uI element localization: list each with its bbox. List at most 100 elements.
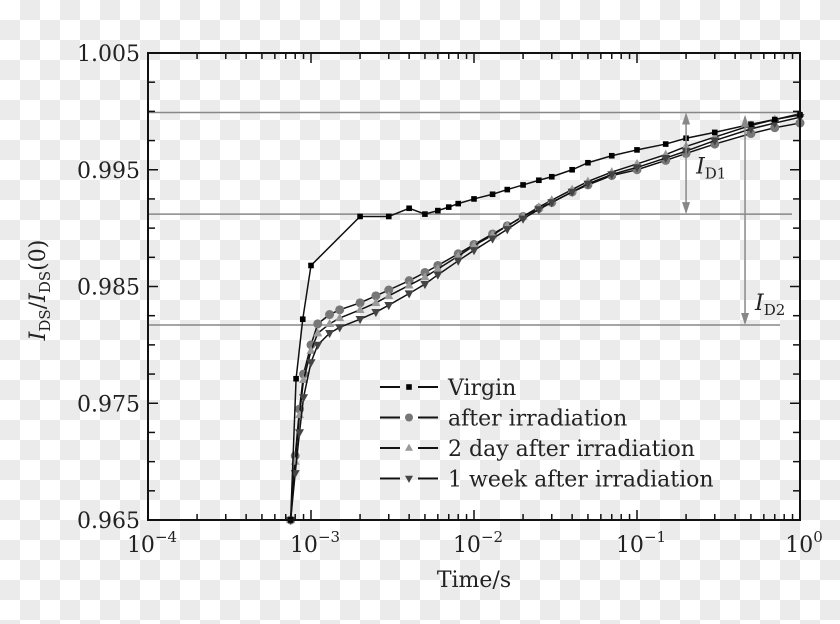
marker-triangle-down xyxy=(607,171,617,180)
marker-square xyxy=(406,384,412,390)
marker-triangle-down xyxy=(433,271,443,280)
marker-square xyxy=(471,196,477,202)
marker-triangle-up xyxy=(420,272,430,281)
marker-circle xyxy=(335,305,345,315)
marker-triangle-up xyxy=(325,318,335,328)
series-1-week-after-irradiation xyxy=(286,114,805,525)
marker-triangle-down xyxy=(355,316,365,325)
marker-triangle-down xyxy=(502,226,512,235)
marker-triangle-up xyxy=(335,313,345,322)
x-tick-label: 10−2 xyxy=(453,528,503,558)
marker-square xyxy=(771,116,778,123)
marker-square xyxy=(455,200,462,207)
marker-triangle-down xyxy=(661,154,671,164)
marker-square xyxy=(435,207,441,214)
arrow-head-up xyxy=(741,114,750,127)
marker-triangle-up xyxy=(355,304,365,313)
annotations: ID1 ID2 xyxy=(682,112,785,326)
marker-square xyxy=(504,186,511,193)
legend-item: 2 day after irradiation xyxy=(380,437,695,462)
legend-label: 1 week after irradiation xyxy=(448,468,714,493)
marker-triangle-down xyxy=(488,235,498,244)
marker-triangle-up xyxy=(405,443,413,451)
legend-label: Virgin xyxy=(447,376,516,401)
marker-triangle-down xyxy=(453,257,463,266)
marker-triangle-down xyxy=(299,394,309,403)
marker-square xyxy=(520,182,526,188)
x-axis-label: Time/s xyxy=(437,568,511,593)
marker-square xyxy=(406,205,412,212)
arrow-head-down xyxy=(682,202,691,215)
arrow-head-up xyxy=(682,112,691,125)
marker-triangle-down xyxy=(534,206,544,215)
axis-ticks xyxy=(147,52,800,521)
marker-triangle-down xyxy=(306,359,316,368)
marker-circle xyxy=(405,413,413,422)
series-layer xyxy=(286,108,805,525)
marker-square xyxy=(308,262,314,269)
marker-square xyxy=(711,129,718,136)
marker-square xyxy=(445,204,452,210)
marker-circle xyxy=(355,298,365,308)
y-tick-label: 1.005 xyxy=(77,42,140,67)
legend-item: after irradiation xyxy=(380,407,627,432)
marker-triangle-up xyxy=(371,297,381,306)
legend-label: after irradiation xyxy=(448,407,627,432)
marker-triangle-up xyxy=(384,290,394,299)
marker-triangle-down xyxy=(371,309,381,318)
x-tick-label: 10−1 xyxy=(616,528,666,558)
marker-square xyxy=(489,191,496,198)
series-after-irradiation xyxy=(286,118,805,525)
marker-triangle-up xyxy=(404,280,414,289)
y-tick-label: 0.985 xyxy=(77,276,140,301)
marker-square xyxy=(536,177,542,184)
marker-triangle-up xyxy=(313,328,323,337)
marker-square xyxy=(299,316,306,322)
marker-square xyxy=(385,213,392,220)
marker-triangle-down xyxy=(325,330,335,339)
marker-triangle-down xyxy=(710,137,720,146)
y-tick-label: 0.975 xyxy=(77,392,140,417)
marker-triangle-down xyxy=(405,475,413,483)
y-tick-label: 0.965 xyxy=(77,509,140,534)
marker-triangle-down xyxy=(384,302,394,311)
y-axis-label: IDS/IDS(0) xyxy=(26,240,54,342)
x-tick-label: 10−4 xyxy=(127,528,177,558)
marker-square xyxy=(585,159,591,166)
annotation-d1: ID1 xyxy=(682,112,726,215)
marker-square xyxy=(634,147,640,153)
marker-square xyxy=(548,173,555,180)
marker-triangle-down xyxy=(294,429,304,438)
marker-square xyxy=(569,166,575,173)
marker-square xyxy=(608,152,615,159)
marker-triangle-down xyxy=(518,215,528,224)
x-tick-label: 10−3 xyxy=(290,528,340,558)
reference-lines xyxy=(148,111,800,326)
marker-triangle-down xyxy=(404,290,414,299)
marker-circle xyxy=(384,285,394,295)
legend-item: 1 week after irradiation xyxy=(380,468,714,493)
marker-square xyxy=(662,141,669,147)
arrow-head-down xyxy=(741,313,750,326)
legend-label: 2 day after irradiation xyxy=(448,437,695,462)
series-virgin xyxy=(287,112,803,523)
x-tick-label: 100 xyxy=(785,528,823,558)
legend-item: Virgin xyxy=(380,376,516,401)
marker-triangle-up xyxy=(453,251,463,260)
marker-triangle-down xyxy=(567,188,577,197)
marker-square xyxy=(293,375,299,382)
marker-triangle-up xyxy=(299,374,309,384)
marker-square xyxy=(748,121,754,128)
marker-circle xyxy=(306,340,316,350)
marker-triangle-down xyxy=(547,199,557,208)
marker-triangle-down xyxy=(313,341,323,350)
marker-circle xyxy=(371,291,381,301)
marker-triangle-down xyxy=(583,180,593,189)
marker-triangle-down xyxy=(335,324,345,333)
legend: Virgin after irradiation 2 day after irrad… xyxy=(380,376,714,493)
marker-square xyxy=(422,211,428,217)
annotation-label: ID1 xyxy=(695,154,726,182)
marker-circle xyxy=(325,310,335,320)
